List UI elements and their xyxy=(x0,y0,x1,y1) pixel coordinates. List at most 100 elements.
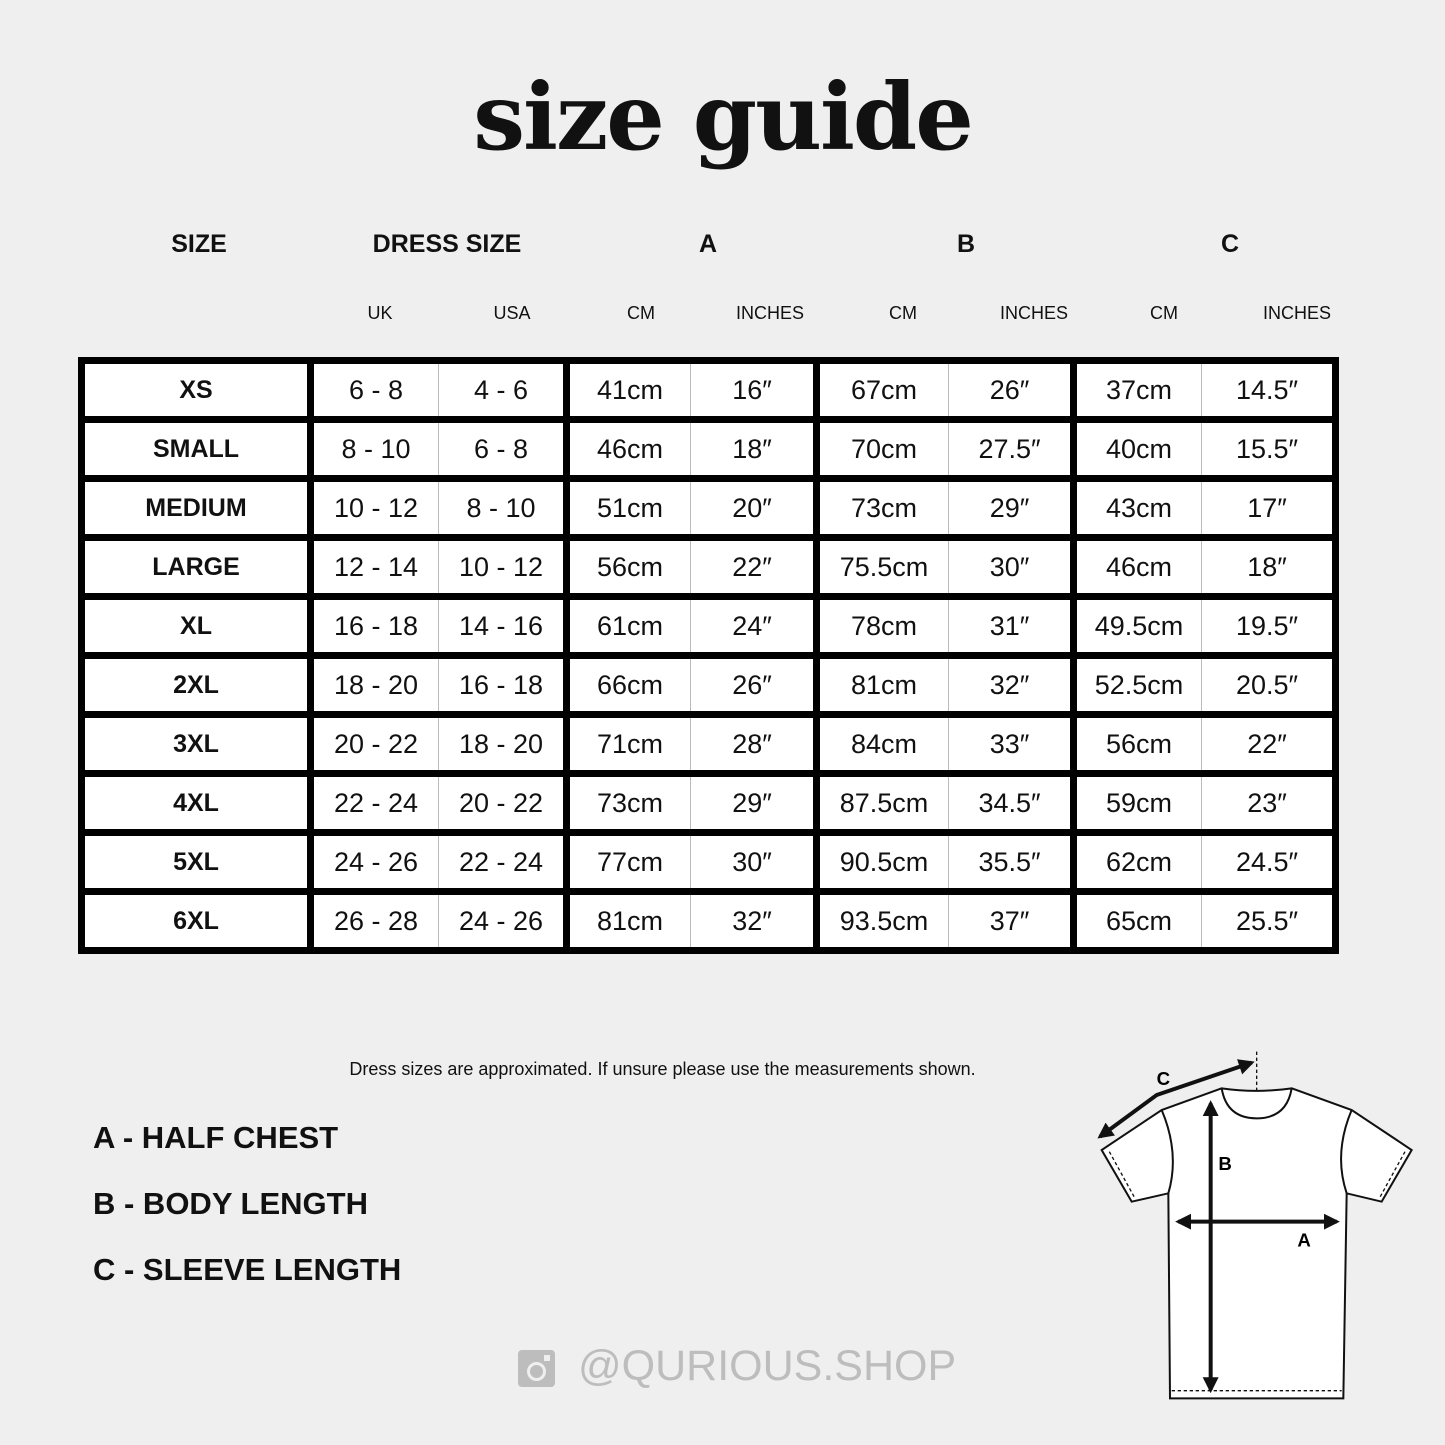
header-size: SIZE xyxy=(171,230,227,258)
table-cell: 90.5cm xyxy=(813,829,949,895)
subheader-c-inches: INCHES xyxy=(1262,303,1332,323)
subheader-a-cm: CM xyxy=(627,303,655,323)
instagram-icon xyxy=(518,1350,555,1387)
table-cell: 81cm xyxy=(813,652,949,718)
table-cell: 8 - 10 xyxy=(438,475,570,541)
subheader-uk: UK xyxy=(367,303,393,323)
subheader-b-cm: CM xyxy=(889,303,917,323)
table-cell: 12 - 14 xyxy=(307,534,439,600)
table-cell: 24 - 26 xyxy=(307,829,439,895)
table-cell: 16 - 18 xyxy=(438,652,570,718)
table-cell: 28″ xyxy=(690,711,820,777)
table-cell: 84cm xyxy=(813,711,949,777)
table-cell: 35.5″ xyxy=(948,829,1077,895)
table-cell: 24.5″ xyxy=(1201,829,1339,895)
size-cell: MEDIUM xyxy=(78,475,314,541)
table-cell: 20 - 22 xyxy=(307,711,439,777)
size-cell: LARGE xyxy=(78,534,314,600)
table-cell: 16 - 18 xyxy=(307,593,439,659)
table-cell: 51cm xyxy=(563,475,691,541)
table-cell: 29″ xyxy=(690,770,820,836)
table-cell: 24 - 26 xyxy=(438,888,570,954)
table-cell: 34.5″ xyxy=(948,770,1077,836)
table-cell: 14.5″ xyxy=(1201,357,1339,423)
table-cell: 29″ xyxy=(948,475,1077,541)
size-cell: 5XL xyxy=(78,829,314,895)
table-cell: 20.5″ xyxy=(1201,652,1339,718)
table-cell: 46cm xyxy=(563,416,691,482)
arrow-c xyxy=(1097,1059,1255,1139)
table-row: MEDIUM 10 - 12 8 - 10 51cm 20″ 73cm 29″ 43cm 17″ xyxy=(78,475,1339,541)
size-cell: XS xyxy=(78,357,314,423)
dress-size-note: Dress sizes are approximated. If unsure … xyxy=(349,1059,976,1079)
social-handle: @QURIOUS.SHOP xyxy=(578,1342,957,1390)
table-cell: 26″ xyxy=(948,357,1077,423)
table-cell: 10 - 12 xyxy=(438,534,570,600)
table-cell: 18″ xyxy=(690,416,820,482)
table-cell: 18″ xyxy=(1201,534,1339,600)
table-cell: 46cm xyxy=(1070,534,1202,600)
page-title: size guide xyxy=(473,63,974,171)
table-cell: 20″ xyxy=(690,475,820,541)
table-cell: 73cm xyxy=(563,770,691,836)
table-cell: 19.5″ xyxy=(1201,593,1339,659)
diagram-label-c: C xyxy=(1157,1068,1170,1089)
table-row: 5XL 24 - 26 22 - 24 77cm 30″ 90.5cm 35.5″ 62cm 2… xyxy=(78,829,1339,895)
legend-b: B - BODY LENGTH xyxy=(93,1186,368,1221)
table-cell: 27.5″ xyxy=(948,416,1077,482)
table-row: 4XL 22 - 24 20 - 22 73cm 29″ 87.5cm 34.5″ 59cm 2… xyxy=(78,770,1339,836)
table-cell: 40cm xyxy=(1070,416,1202,482)
header-b: B xyxy=(956,230,976,258)
table-cell: 6 - 8 xyxy=(307,357,439,423)
table-cell: 30″ xyxy=(690,829,820,895)
table-cell: 20 - 22 xyxy=(438,770,570,836)
table-cell: 23″ xyxy=(1201,770,1339,836)
table-cell: 22 - 24 xyxy=(307,770,439,836)
table-cell: 24″ xyxy=(690,593,820,659)
table-cell: 56cm xyxy=(1070,711,1202,777)
subheader-usa: USA xyxy=(493,303,531,323)
table-cell: 18 - 20 xyxy=(307,652,439,718)
table-cell: 61cm xyxy=(563,593,691,659)
subheader-a-inches: INCHES xyxy=(735,303,805,323)
table-row: 6XL 26 - 28 24 - 26 81cm 32″ 93.5cm 37″ 65cm 25.… xyxy=(78,888,1339,954)
table-row: SMALL 8 - 10 6 - 8 46cm 18″ 70cm 27.5″ 40cm 15.5… xyxy=(78,416,1339,482)
subheader-b-inches: INCHES xyxy=(999,303,1069,323)
table-cell: 67cm xyxy=(813,357,949,423)
legend-c: C - SLEEVE LENGTH xyxy=(93,1252,402,1287)
table-cell: 22″ xyxy=(690,534,820,600)
table-cell: 41cm xyxy=(563,357,691,423)
header-a: A xyxy=(698,230,718,258)
table-row: LARGE 12 - 14 10 - 12 56cm 22″ 75.5cm 30″ 46cm 1… xyxy=(78,534,1339,600)
size-cell: XL xyxy=(78,593,314,659)
table-row: XL 16 - 18 14 - 16 61cm 24″ 78cm 31″ 49.5cm 19.5… xyxy=(78,593,1339,659)
table-cell: 37cm xyxy=(1070,357,1202,423)
size-cell: 6XL xyxy=(78,888,314,954)
table-cell: 22 - 24 xyxy=(438,829,570,895)
table-cell: 25.5″ xyxy=(1201,888,1339,954)
tshirt-outline xyxy=(1100,1087,1414,1400)
table-cell: 56cm xyxy=(563,534,691,600)
table-cell: 32″ xyxy=(690,888,820,954)
table-cell: 14 - 16 xyxy=(438,593,570,659)
table-cell: 37″ xyxy=(948,888,1077,954)
table-cell: 59cm xyxy=(1070,770,1202,836)
table-cell: 71cm xyxy=(563,711,691,777)
header-c: C xyxy=(1220,230,1240,258)
subheader-c-cm: CM xyxy=(1150,303,1178,323)
table-cell: 70cm xyxy=(813,416,949,482)
tshirt-diagram: C B A xyxy=(1097,1051,1414,1400)
table-cell: 6 - 8 xyxy=(438,416,570,482)
table-cell: 30″ xyxy=(948,534,1077,600)
table-cell: 49.5cm xyxy=(1070,593,1202,659)
table-cell: 62cm xyxy=(1070,829,1202,895)
table-cell: 87.5cm xyxy=(813,770,949,836)
table-cell: 18 - 20 xyxy=(438,711,570,777)
table-cell: 32″ xyxy=(948,652,1077,718)
size-cell: 3XL xyxy=(78,711,314,777)
table-cell: 65cm xyxy=(1070,888,1202,954)
table-cell: 33″ xyxy=(948,711,1077,777)
legend-a: A - HALF CHEST xyxy=(93,1120,339,1155)
